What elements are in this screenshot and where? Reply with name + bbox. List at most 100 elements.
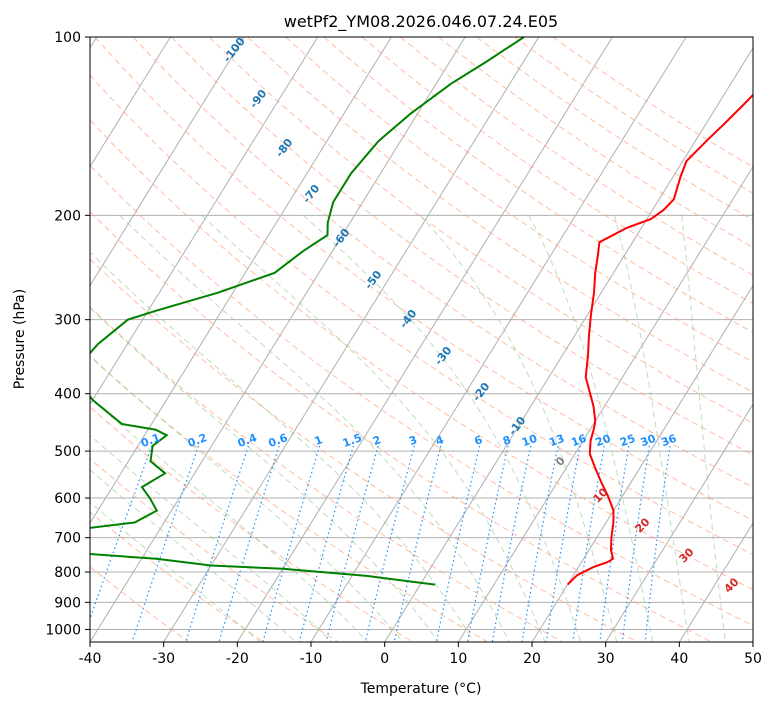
dry-adiabat-label: -40 xyxy=(397,307,420,331)
moist-adiabat-line xyxy=(90,501,261,642)
y-tick-label: 600 xyxy=(54,491,81,507)
mixing-ratio-label: 36 xyxy=(659,432,678,450)
mixing-ratio-label: 13 xyxy=(547,432,566,449)
mixing-ratio-label: 1 xyxy=(313,433,325,448)
dry-adiabat-line xyxy=(323,37,753,334)
mixing-ratio-label: 1.5 xyxy=(341,431,364,450)
mixing-ratio-line xyxy=(262,445,321,642)
isotherm-line xyxy=(236,37,613,642)
isotherm-line xyxy=(90,37,171,168)
isotherm-line xyxy=(531,284,753,642)
dry-adiabat-line xyxy=(552,37,753,168)
mixing-ratio-label: 3 xyxy=(407,433,419,448)
dry-adiabat-line xyxy=(90,74,753,556)
dry-adiabat-line xyxy=(132,37,753,488)
x-tick-label: -30 xyxy=(152,651,175,667)
moist-adiabat-line xyxy=(90,434,333,642)
y-tick-label: 900 xyxy=(54,595,81,611)
moist-adiabat-line xyxy=(119,214,510,642)
mixing-ratio-label: 8 xyxy=(501,433,513,448)
moist-adiabat-label: 20 xyxy=(633,515,653,535)
moist-adiabat-line xyxy=(90,307,439,642)
series-layer xyxy=(90,37,753,586)
x-tick-label: 40 xyxy=(670,651,688,667)
y-tick-label: 300 xyxy=(54,313,81,329)
isotherm-line xyxy=(605,403,753,642)
dry-adiabat-line xyxy=(94,37,753,522)
mixing-ratio-line xyxy=(521,445,559,642)
x-tick-label: 0 xyxy=(380,651,389,667)
isotherm-line xyxy=(90,37,392,525)
x-tick-label: -20 xyxy=(226,651,249,667)
moist-adiabat-line xyxy=(614,215,690,642)
grid-layer xyxy=(90,37,753,642)
mixing-ratio-line xyxy=(599,445,630,642)
mixing-ratio-label: 0.2 xyxy=(186,431,209,450)
mixing-ratio-line xyxy=(185,445,249,642)
moist-adiabat-label: 30 xyxy=(677,545,697,565)
mixing-ratio-label: 30 xyxy=(639,432,658,450)
dewpoint-profile-line xyxy=(90,37,525,586)
dry-adiabat-line xyxy=(90,164,753,627)
mixing-ratio-line xyxy=(364,445,415,642)
dry-adiabat-line xyxy=(361,37,753,305)
y-tick-label: 500 xyxy=(54,444,81,460)
x-tick-label: -40 xyxy=(79,651,102,667)
dry-adiabat-line xyxy=(90,511,264,642)
axes-layer: -40 -30 -20 -10 0 10 20 30 40 5010020030040050060… xyxy=(45,30,762,667)
dry-adiabat-label: -50 xyxy=(362,268,385,292)
moist-adiabat-line xyxy=(419,214,618,642)
isotherm-line xyxy=(90,37,245,287)
dry-adiabat-line xyxy=(285,37,753,363)
isotherm-line xyxy=(90,37,319,406)
dry-adiabat-label: -80 xyxy=(273,136,296,160)
mixing-ratio-label: 0.1 xyxy=(139,431,162,450)
x-tick-label: 50 xyxy=(744,651,762,667)
overlay-layer xyxy=(90,37,753,642)
moist-adiabat-line xyxy=(90,355,404,642)
mixing-ratio-label: 25 xyxy=(618,432,637,449)
mixing-ratio-label: 20 xyxy=(594,432,613,450)
mixing-ratio-line xyxy=(325,445,379,642)
x-tick-label: 30 xyxy=(597,651,615,667)
temperature-profile-line xyxy=(566,93,753,586)
x-tick-label: 20 xyxy=(523,651,541,667)
y-tick-label: 200 xyxy=(54,208,81,224)
isotherm-line xyxy=(752,641,753,642)
mixing-ratio-line xyxy=(545,445,581,642)
dry-adiabat-line xyxy=(247,37,753,393)
y-tick-label: 800 xyxy=(54,565,81,581)
dry-adiabat-line xyxy=(476,37,753,221)
isotherm-line xyxy=(90,37,466,642)
mixing-ratio-line xyxy=(90,445,153,621)
x-tick-label: -10 xyxy=(300,651,323,667)
y-tick-label: 100 xyxy=(54,30,81,46)
y-tick-label: 1000 xyxy=(45,622,81,638)
y-tick-label: 700 xyxy=(54,531,81,547)
mixing-ratio-line xyxy=(621,445,650,642)
dry-adiabat-line xyxy=(90,119,753,591)
x-tick-label: 10 xyxy=(449,651,467,667)
dry-adiabat-line xyxy=(438,37,753,248)
plot-frame xyxy=(89,36,754,643)
mixing-ratio-line xyxy=(572,445,605,642)
mixing-ratio-label: 6 xyxy=(473,433,485,448)
mixing-ratio-label: 4 xyxy=(434,433,446,448)
mixing-ratio-line xyxy=(491,445,532,642)
moist-adiabat-label: 40 xyxy=(722,575,742,595)
isotherm-line xyxy=(457,165,753,642)
isotherm-line xyxy=(163,37,540,642)
mixing-ratio-line xyxy=(644,445,671,642)
chart-title: wetPf2_YM08.2026.046.07.24.E05 xyxy=(284,12,558,32)
mixing-ratio-label: 0.4 xyxy=(236,431,259,450)
y-axis-label: Pressure (hPa) xyxy=(12,289,28,389)
mixing-ratio-line xyxy=(218,445,280,642)
moist-adiabat-line xyxy=(528,215,654,642)
mixing-ratio-label: 2 xyxy=(371,433,383,448)
mixing-ratio-line xyxy=(298,445,354,642)
moist-adiabat-line xyxy=(303,214,582,642)
dry-adiabat-line xyxy=(90,458,339,642)
mixing-ratio-label: 0.6 xyxy=(267,431,290,450)
